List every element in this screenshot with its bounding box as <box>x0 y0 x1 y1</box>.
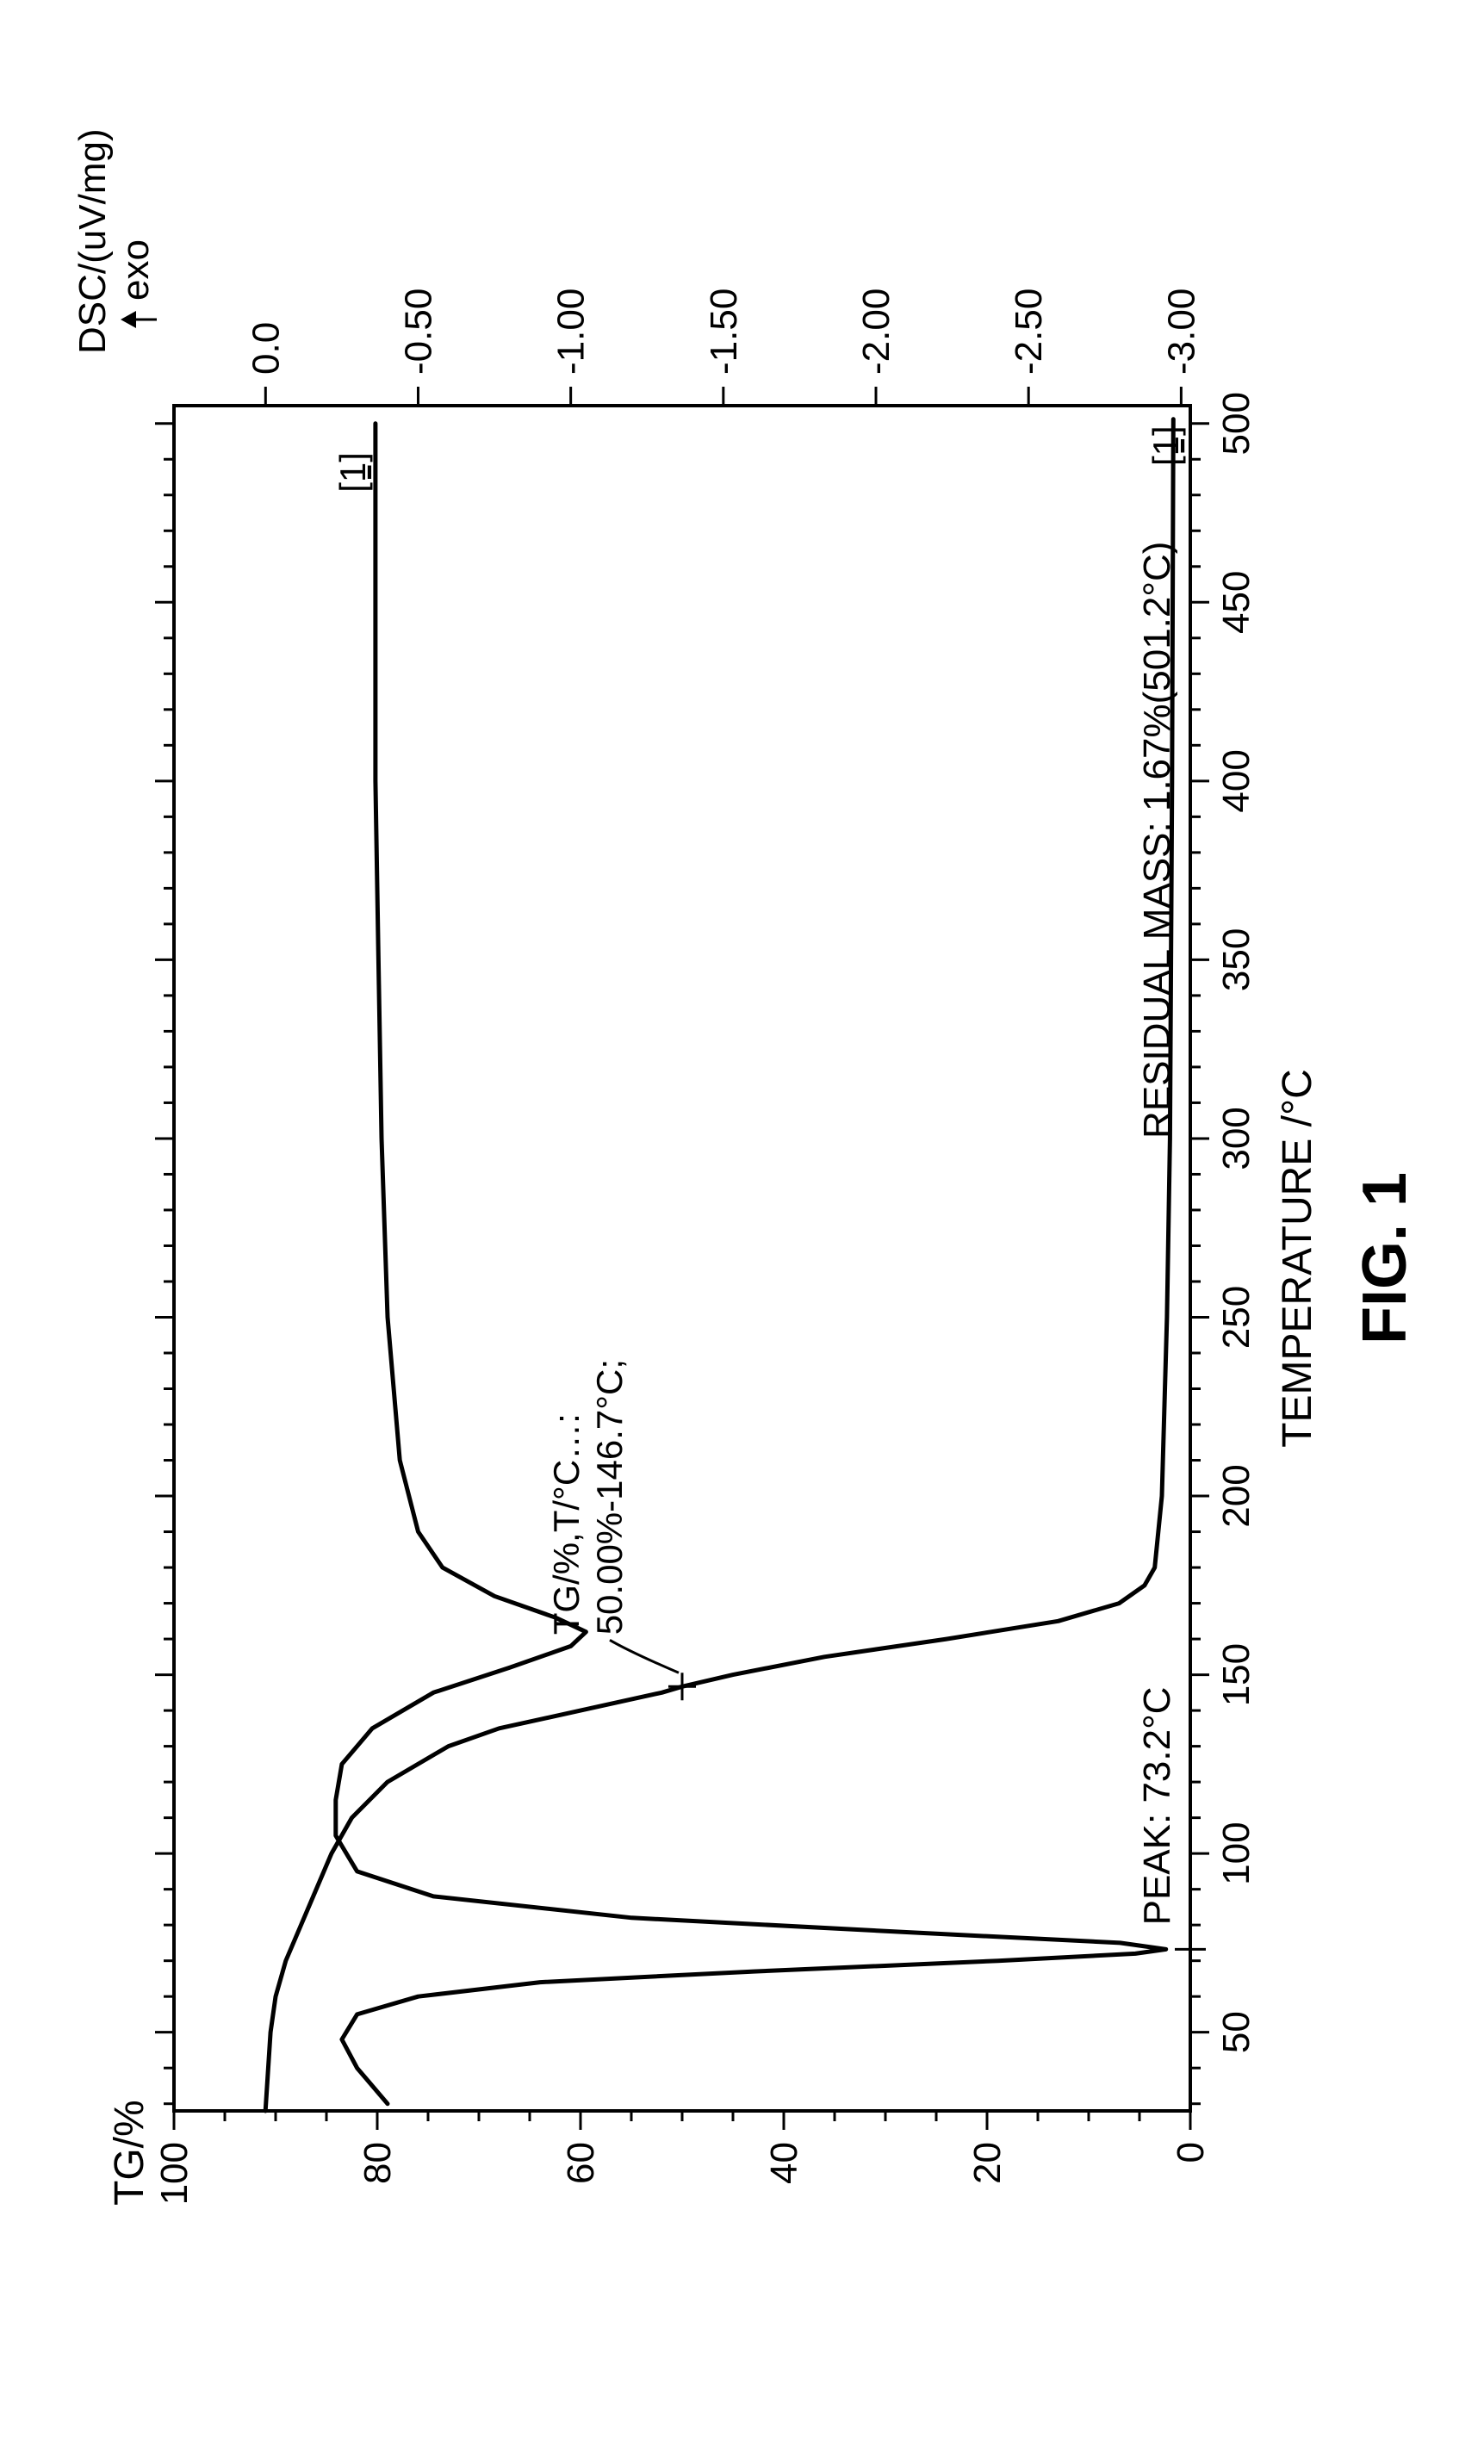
y-right-axis-label: DSC/(uV/mg) <box>71 128 114 354</box>
x-tick-label: 400 <box>1215 749 1257 812</box>
x-tick-label: 50 <box>1215 2011 1257 2053</box>
y-left-tick-label: 20 <box>966 2142 1009 2184</box>
x-tick-label: 100 <box>1215 1822 1257 1884</box>
y-left-axis-label: TG/% <box>107 2100 152 2206</box>
x-tick-label: 350 <box>1215 928 1257 990</box>
tg-curve <box>265 419 1173 2110</box>
dsc-curve <box>335 423 1165 2103</box>
x-tick-label: 150 <box>1215 1642 1257 1705</box>
tg-midpoint-line2: 50.00%-146.7°C; <box>589 1358 630 1634</box>
x-tick-label: 450 <box>1215 570 1257 633</box>
exo-label: exo <box>115 239 157 301</box>
rotated-chart-container: 50100150200250300350400450500TEMPERATURE… <box>53 113 1431 2352</box>
plot-area <box>174 406 1190 2111</box>
y-right-tick-label: 0.0 <box>245 321 287 374</box>
figure-label: FIG. 1 <box>1351 1171 1419 1344</box>
tg-midpoint-leader <box>610 1640 679 1673</box>
y-left-tick-label: 60 <box>560 2142 602 2184</box>
page-frame: 50100150200250300350400450500TEMPERATURE… <box>0 0 1484 2464</box>
x-tick-label: 200 <box>1215 1464 1257 1527</box>
dsc-peak-label: PEAK: 73.2°C <box>1136 1686 1178 1925</box>
y-right-tick-label: -3.00 <box>1160 288 1202 374</box>
tga-dsc-chart: 50100150200250300350400450500TEMPERATURE… <box>53 113 1431 2352</box>
y-right-tick-label: -0.50 <box>397 288 439 374</box>
y-right-tick-label: -2.50 <box>1008 288 1050 374</box>
tg-midpoint-line1: TG/%,T/°C…: <box>546 1413 587 1635</box>
x-axis-label: TEMPERATURE /°C <box>1275 1069 1320 1448</box>
x-tick-label: 500 <box>1215 392 1257 455</box>
tg-end-label: [1] <box>1146 425 1186 466</box>
y-left-tick-label: 40 <box>763 2142 805 2184</box>
x-tick-label: 300 <box>1215 1107 1257 1170</box>
exo-arrow-head <box>121 311 136 328</box>
y-right-tick-label: -1.50 <box>702 288 744 374</box>
x-tick-label: 250 <box>1215 1285 1257 1348</box>
y-right-tick-label: -2.00 <box>855 288 897 374</box>
residual-mass-label: RESIDUAL MASS: 1.67%(501.2°C) <box>1136 541 1178 1138</box>
y-right-tick-label: -1.00 <box>550 288 592 374</box>
y-left-tick-label: 100 <box>153 2142 196 2205</box>
y-left-tick-label: 0 <box>1170 2142 1212 2163</box>
y-left-tick-label: 80 <box>357 2142 399 2184</box>
dsc-end-label: [1] <box>332 452 372 493</box>
